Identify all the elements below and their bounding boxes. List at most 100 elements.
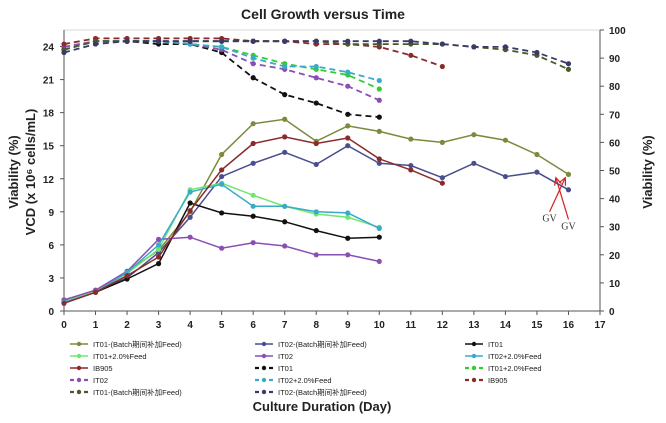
- data-point: [345, 210, 351, 216]
- series-line: [63, 202, 380, 303]
- data-point: [565, 171, 572, 177]
- data-point: [313, 63, 319, 70]
- y-right-tick-label: 90: [609, 54, 621, 65]
- data-point: [282, 149, 288, 155]
- data-point: [376, 128, 382, 134]
- data-point: [376, 156, 382, 162]
- legend-label: IB905: [93, 364, 113, 373]
- data-point: [376, 234, 382, 240]
- legend-entry: IT02+2.0%Feed: [465, 352, 542, 361]
- data-point: [376, 160, 382, 166]
- series-line: [63, 144, 569, 301]
- x-tick-label: 9: [345, 320, 351, 331]
- x-tick-label: 11: [406, 320, 417, 331]
- data-point: [155, 236, 162, 242]
- data-point: [439, 63, 445, 70]
- data-point: [313, 38, 319, 44]
- legend-label: IT01+2.0%Feed: [488, 364, 542, 373]
- data-point: [345, 69, 351, 75]
- legend-swatch-marker: [76, 365, 82, 371]
- data-point: [219, 167, 225, 173]
- data-point: [408, 136, 414, 142]
- x-tick-label: 15: [531, 320, 543, 331]
- legend-swatch-marker: [471, 377, 477, 383]
- data-point: [282, 92, 288, 98]
- data-point: [534, 151, 540, 158]
- x-tick-label: 13: [468, 320, 480, 331]
- data-point: [219, 151, 225, 158]
- y-right-tick-label: 80: [609, 82, 621, 93]
- legend-entry: IB905: [465, 376, 508, 385]
- data-point: [219, 38, 225, 44]
- legend-swatch-marker: [261, 377, 267, 383]
- y-left-tick-label: 9: [48, 208, 54, 219]
- data-point: [282, 219, 288, 225]
- data-point: [345, 111, 351, 117]
- legend-entry: IT01+2.0%Feed: [70, 352, 147, 361]
- data-point: [250, 38, 256, 44]
- legend-entry: IT02: [70, 376, 108, 385]
- data-point: [376, 97, 382, 103]
- data-point: [408, 38, 414, 44]
- data-point: [313, 140, 319, 147]
- data-point: [471, 160, 477, 166]
- data-point: [565, 187, 572, 193]
- data-point: [155, 38, 162, 44]
- data-point: [155, 242, 162, 248]
- data-point: [439, 180, 445, 186]
- data-point: [376, 38, 382, 44]
- data-point: [282, 63, 288, 70]
- data-point: [439, 175, 445, 181]
- data-point: [155, 261, 162, 267]
- y-left-tick-label: 21: [43, 76, 55, 87]
- chart-title: Cell Growth versus Time: [241, 6, 405, 22]
- data-point: [313, 161, 319, 168]
- data-point: [187, 234, 193, 240]
- legend-label: IT01-(Batch期间补加Feed): [93, 387, 182, 397]
- legend-swatch-marker: [471, 341, 477, 347]
- data-point: [345, 135, 351, 141]
- series-13-viability: [61, 38, 572, 67]
- y-right-tick-label: 40: [609, 195, 621, 206]
- data-point: [345, 143, 351, 149]
- data-point: [502, 44, 509, 50]
- x-axis-title: Culture Duration (Day): [253, 399, 392, 414]
- legend-swatch-marker: [471, 353, 477, 359]
- y-left-tick-label: 6: [48, 241, 54, 252]
- data-point: [219, 181, 225, 187]
- data-point: [282, 203, 288, 209]
- gv-arrow-shaft: [555, 177, 570, 220]
- legend-swatch-marker: [261, 389, 267, 395]
- x-tick-label: 1: [93, 320, 99, 331]
- data-point: [408, 52, 414, 58]
- data-point: [219, 44, 225, 50]
- data-point: [439, 41, 445, 47]
- data-point: [155, 254, 162, 260]
- x-tick-label: 14: [500, 320, 512, 331]
- data-point: [502, 137, 509, 143]
- legend-label: IT01-(Batch期间补加Feed): [93, 339, 182, 349]
- data-point: [250, 203, 256, 209]
- y-left-tick-label: 3: [48, 274, 54, 285]
- data-point: [313, 227, 319, 234]
- x-tick-label: 3: [156, 320, 162, 331]
- data-point: [345, 123, 351, 129]
- y-right-tick-label: 30: [609, 223, 621, 234]
- legend-label: IT01+2.0%Feed: [93, 352, 147, 361]
- y-left-tick-label: 12: [43, 175, 55, 186]
- data-point: [408, 167, 414, 173]
- annotations: GV GV: [542, 176, 576, 232]
- x-tick-label: 2: [124, 320, 130, 331]
- y-right-axis-title: Viability (%): [640, 135, 655, 208]
- series-10-viability: [61, 38, 382, 84]
- data-point: [376, 225, 382, 231]
- legend-label: IB905: [488, 376, 508, 385]
- data-point: [408, 162, 414, 169]
- legend-entry: IT01+2.0%Feed: [465, 364, 542, 373]
- legend-entry: IT01-(Batch期间补加Feed): [70, 387, 182, 397]
- data-point: [250, 213, 256, 219]
- data-point: [534, 169, 540, 175]
- y-right-tick-label: 60: [609, 138, 621, 149]
